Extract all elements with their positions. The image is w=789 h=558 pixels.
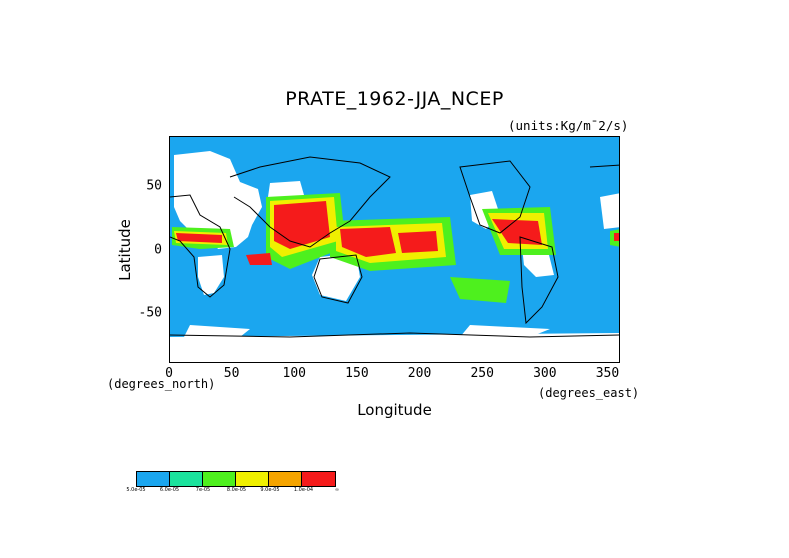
units-label: (units:Kg/m¯2/s) (508, 118, 629, 133)
x-tick-label: 250 (470, 366, 494, 381)
x-tick-label: 150 (345, 366, 369, 381)
legend-label: ∞ (334, 487, 340, 493)
southern-africa-dry-region (198, 255, 224, 295)
precip-red (176, 201, 619, 265)
x-axis-unit-right: (degrees_east) (538, 386, 640, 400)
x-axis-unit-left: (degrees_north) (107, 377, 216, 391)
legend-label: 6.0e-05 (159, 487, 180, 493)
map-title: PRATE_1962-JJA_NCEP (285, 88, 504, 110)
color-legend-labels: 5.0e-05 6.0e-05 7e-05 8.0e-05 9.0e-05 1.0e-04… (126, 487, 350, 495)
legend-swatch (236, 472, 269, 486)
antarctica-missing-band (170, 333, 619, 362)
y-tick-label: -50 (138, 305, 162, 321)
x-tick-label: 350 (595, 366, 620, 381)
legend-label: 9.0e-05 (260, 487, 280, 493)
legend-label: 1.0e-04 (293, 487, 314, 493)
x-tick-label: 50 (223, 366, 240, 381)
africa-arabia-dry-region (174, 151, 262, 249)
legend-swatch (203, 472, 236, 486)
x-axis-label: Longitude (357, 401, 432, 419)
legend-swatch (170, 472, 203, 486)
y-tick-label: 0 (154, 242, 162, 257)
legend-label: 7e-05 (195, 487, 211, 493)
coastlines (170, 156, 619, 338)
legend-swatch (269, 472, 302, 486)
legend-label: 5.0e-05 (126, 487, 146, 493)
legend-label: 8.0e-05 (226, 487, 247, 493)
y-tick-label: 50 (146, 178, 162, 194)
map-canvas (170, 151, 619, 362)
precipitation-map (169, 136, 620, 363)
x-tick-label: 300 (533, 366, 557, 381)
x-tick-label: 0 (165, 366, 173, 381)
east-edge-dry-region (600, 193, 619, 229)
x-tick-label: 100 (282, 366, 307, 381)
x-tick-label: 200 (407, 366, 432, 381)
missing-data-areas (170, 151, 619, 362)
y-axis-label: Latitude (116, 219, 134, 281)
legend-swatch (137, 472, 170, 486)
legend-swatch (302, 472, 335, 486)
color-legend (136, 471, 336, 487)
australia-dry-region (312, 253, 360, 301)
